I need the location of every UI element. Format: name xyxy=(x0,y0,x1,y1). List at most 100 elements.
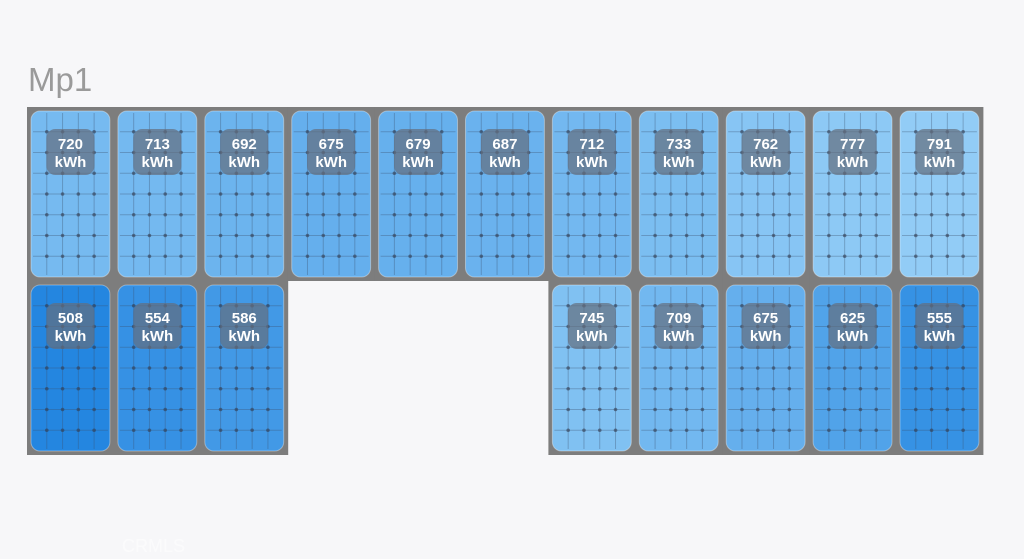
panel-dot xyxy=(961,345,965,350)
panel-dot xyxy=(787,233,792,238)
panel-dot xyxy=(92,212,96,217)
panel-dot xyxy=(740,129,744,134)
panel-dot xyxy=(218,233,223,238)
panel-dot xyxy=(827,129,831,134)
panel-dot xyxy=(179,254,183,259)
panel-dot xyxy=(858,407,863,412)
panel-dot xyxy=(653,407,657,412)
panel-dot xyxy=(787,192,792,196)
panel-dot xyxy=(684,254,689,259)
panel-dot xyxy=(566,171,570,176)
panel-dot xyxy=(597,386,602,391)
panel-dot xyxy=(163,192,168,196)
panel-dot xyxy=(163,366,168,370)
panel-value: 508 xyxy=(58,310,83,327)
panel-dot xyxy=(740,192,744,196)
panel-dot xyxy=(913,428,918,433)
panel-value: 687 xyxy=(492,136,517,153)
panel-dot xyxy=(613,171,618,176)
value-badge xyxy=(46,129,95,175)
panel-dot xyxy=(218,129,223,134)
panel-dot xyxy=(163,233,168,238)
panel-unit: kWh xyxy=(750,328,782,345)
panel-dot xyxy=(961,171,965,176)
panel-dot xyxy=(613,303,618,308)
panel-dot xyxy=(163,212,168,217)
panel-dot xyxy=(44,345,49,350)
panel-dot xyxy=(700,303,705,308)
panel-dot xyxy=(305,171,310,176)
panel-dot xyxy=(874,233,879,238)
panel-dot xyxy=(613,428,618,433)
panel-value: 713 xyxy=(145,136,170,153)
panel-dot xyxy=(353,192,357,196)
panel-dot xyxy=(76,254,81,259)
panel-dot xyxy=(92,129,96,134)
panel-dot xyxy=(929,192,934,196)
panel-dot xyxy=(250,233,254,238)
panel-dot xyxy=(653,171,657,176)
panel-dot xyxy=(92,171,96,176)
panel-dot xyxy=(700,407,705,412)
panel-dot xyxy=(913,303,918,308)
panel-dot xyxy=(305,254,310,259)
panel-dot xyxy=(44,254,49,259)
panel-dot xyxy=(771,233,776,238)
value-badge xyxy=(654,129,703,175)
panel-dot xyxy=(424,192,428,196)
panel-dot xyxy=(566,129,570,134)
panel-dot xyxy=(913,129,918,134)
value-badge xyxy=(828,129,877,175)
panel-dot xyxy=(874,386,879,391)
panel-dot xyxy=(700,212,705,217)
panel-dot xyxy=(566,254,570,259)
panel-dot xyxy=(669,386,673,391)
panel-dot xyxy=(305,233,310,238)
panel-dot xyxy=(392,192,397,196)
panel-dot xyxy=(787,345,792,350)
panel-dot xyxy=(353,171,357,176)
panel-dot xyxy=(787,254,792,259)
panel-dot xyxy=(827,192,831,196)
panel-dot xyxy=(526,254,531,259)
panel-unit: kWh xyxy=(837,154,869,171)
panel-dot xyxy=(305,212,310,217)
panel-dot xyxy=(179,212,183,217)
panel-dot xyxy=(684,407,689,412)
panel-unit: kWh xyxy=(663,154,695,171)
panel-dot xyxy=(179,233,183,238)
panel-value: 554 xyxy=(145,310,171,327)
panel-unit: kWh xyxy=(228,328,260,345)
panel-dot xyxy=(874,212,879,217)
panel-dot xyxy=(92,254,96,259)
panel-dot xyxy=(266,254,270,259)
panel-dot xyxy=(353,233,357,238)
value-badge xyxy=(133,129,182,175)
panel-dot xyxy=(44,171,49,176)
panel-dot xyxy=(874,171,879,176)
panel-dot xyxy=(613,233,618,238)
value-badge xyxy=(394,129,443,175)
panel-dot xyxy=(582,192,586,196)
panel-dot xyxy=(92,366,96,370)
panel-dot xyxy=(613,212,618,217)
panel-dot xyxy=(827,386,831,391)
panel-dot xyxy=(495,192,499,196)
panel-value: 791 xyxy=(927,136,952,153)
panel-dot xyxy=(131,212,136,217)
panel-dot xyxy=(913,171,918,176)
panel-dot xyxy=(163,386,168,391)
panel-dot xyxy=(439,254,444,259)
value-badge xyxy=(307,129,356,175)
panel-dot xyxy=(266,212,270,217)
panel-dot xyxy=(321,254,326,259)
panel-dot xyxy=(700,171,705,176)
panel-dot xyxy=(755,192,760,196)
watermark: CRMLS xyxy=(122,536,185,556)
panel-dot xyxy=(266,428,270,433)
panel-dot xyxy=(961,366,965,370)
panel-dot xyxy=(353,129,357,134)
panel-dot xyxy=(60,407,65,412)
